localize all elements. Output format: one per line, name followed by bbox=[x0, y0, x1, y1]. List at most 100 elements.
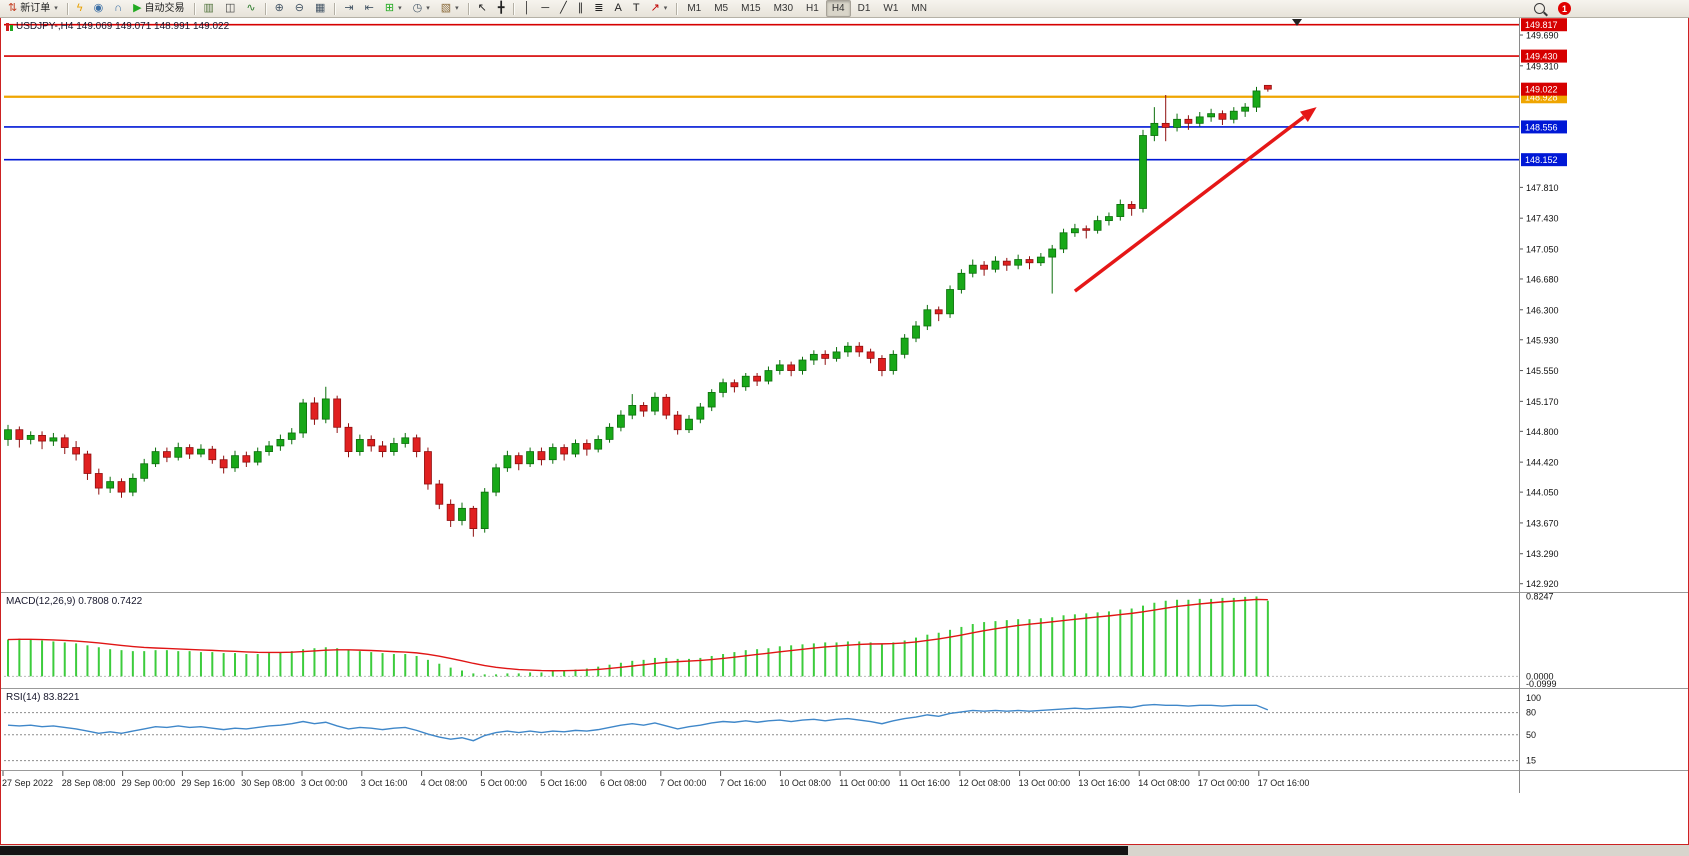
candle-body bbox=[94, 473, 103, 489]
candle-body bbox=[1116, 204, 1125, 217]
candle-body bbox=[310, 402, 319, 420]
price-axis-label: 149.310 bbox=[1526, 61, 1559, 71]
candle-body bbox=[458, 507, 466, 521]
tile-windows-button[interactable]: ▦ bbox=[310, 0, 330, 17]
tf-m1-button[interactable]: M1 bbox=[681, 0, 707, 17]
candle-body bbox=[730, 382, 739, 388]
candle-body bbox=[900, 337, 909, 355]
price-axis-label: 142.920 bbox=[1526, 579, 1559, 589]
candle-body bbox=[265, 445, 273, 452]
candle-body bbox=[401, 437, 410, 444]
candle-body bbox=[639, 405, 648, 412]
vertical-line-button[interactable]: │ bbox=[518, 0, 535, 17]
price-level-badge-text: 149.817 bbox=[1525, 20, 1558, 30]
tf-mn-button[interactable]: MN bbox=[905, 0, 933, 17]
candle-body bbox=[605, 426, 614, 440]
notification-badge[interactable]: 1 bbox=[1558, 2, 1571, 15]
price-axis-label: 145.550 bbox=[1526, 366, 1559, 376]
candle-body bbox=[707, 392, 716, 408]
profile-button[interactable]: ◉ bbox=[89, 0, 109, 17]
candle-body bbox=[685, 418, 693, 431]
arrows-button[interactable]: ↗ ▾ bbox=[646, 0, 673, 17]
tf-w1-button[interactable]: W1 bbox=[877, 0, 904, 17]
price-level-badge-text: 149.430 bbox=[1525, 52, 1558, 62]
tf-d1-button[interactable]: D1 bbox=[852, 0, 877, 17]
horizontal-scrollbar-thumb[interactable] bbox=[0, 846, 1128, 855]
search-button[interactable] bbox=[1529, 0, 1550, 17]
support-button[interactable]: ∩ bbox=[109, 0, 127, 17]
auto-scroll-button[interactable]: ⇥ bbox=[339, 0, 358, 17]
candle-body bbox=[333, 398, 342, 428]
candle-body bbox=[106, 481, 115, 489]
templates-button[interactable]: ▧ ▾ bbox=[436, 0, 464, 17]
chart-candles-button[interactable]: ◫ bbox=[220, 0, 240, 17]
text-button[interactable]: A bbox=[610, 0, 627, 17]
fibonacci-button[interactable]: ≣ bbox=[589, 0, 608, 17]
lightning-button[interactable]: ϟ bbox=[72, 0, 88, 17]
candle-body bbox=[809, 353, 818, 361]
text-icon: A bbox=[614, 2, 622, 14]
channel-button[interactable]: ∥ bbox=[573, 0, 589, 17]
candle-body bbox=[696, 406, 705, 420]
main-toolbar: ⇅ 新订单 ▾ ϟ ◉ ∩ ▶ 自动交易 ▥ ◫ ∿ ⊕ ⊖ ▦ ⇥ ⇤ ⊞ ▾ ◷ ▾ ▧ ▾ ↖ ╋ │ ─ ╱ ∥ ≣ A T ↗ ▾ M1… bbox=[0, 0, 1689, 18]
new-order-button[interactable]: ⇅ 新订单 ▾ bbox=[3, 0, 63, 17]
candle-body bbox=[1093, 220, 1102, 231]
rsi-axis-label: 80 bbox=[1526, 708, 1536, 718]
autotrading-button[interactable]: ▶ 自动交易 bbox=[128, 0, 189, 17]
candle-body bbox=[1173, 118, 1181, 128]
candle-body bbox=[60, 437, 69, 448]
rsi-axis-label: 15 bbox=[1526, 756, 1536, 766]
macd-axis-label: 0.8247 bbox=[1526, 591, 1554, 601]
label-button[interactable]: T bbox=[628, 0, 645, 17]
candle-body bbox=[287, 432, 296, 440]
crosshair-button[interactable]: ╋ bbox=[493, 0, 510, 17]
price-axis-label: 149.690 bbox=[1526, 31, 1559, 41]
current-price-badge-text: 149.022 bbox=[1525, 85, 1558, 95]
trend-arrow-head[interactable] bbox=[1299, 107, 1317, 123]
chart-shift-button[interactable]: ⇤ bbox=[360, 0, 379, 17]
tf-m15-button[interactable]: M15 bbox=[735, 0, 766, 17]
rsi-line bbox=[7, 703, 1269, 742]
candle-body bbox=[968, 264, 977, 274]
tf-h4-button[interactable]: H4 bbox=[825, 0, 851, 17]
tf-h1-button[interactable]: H1 bbox=[800, 0, 825, 17]
time-axis-label: 29 Sep 16:00 bbox=[181, 778, 235, 788]
price-axis-label: 147.050 bbox=[1526, 244, 1559, 254]
cursor-button[interactable]: ↖ bbox=[473, 0, 492, 17]
zoom-out-button[interactable]: ⊖ bbox=[290, 0, 309, 17]
tf-m5-button[interactable]: M5 bbox=[708, 0, 734, 17]
chart-bars-button[interactable]: ▥ bbox=[199, 0, 219, 17]
candle-body bbox=[83, 453, 92, 474]
candle-body bbox=[321, 398, 330, 420]
time-axis-label: 5 Oct 00:00 bbox=[480, 778, 527, 788]
candle-body bbox=[934, 309, 943, 315]
candle-body bbox=[480, 491, 489, 529]
price-axis-label: 146.680 bbox=[1526, 274, 1559, 284]
candle-body bbox=[253, 451, 262, 463]
tf-m30-button[interactable]: M30 bbox=[768, 0, 799, 17]
horizontal-scrollbar[interactable] bbox=[0, 845, 1689, 856]
trendline-button[interactable]: ╱ bbox=[555, 0, 572, 17]
time-axis-label: 11 Oct 16:00 bbox=[899, 778, 950, 788]
candle-body bbox=[469, 507, 478, 529]
candle-body bbox=[787, 364, 796, 371]
indicators-button[interactable]: ⊞ ▾ bbox=[380, 0, 407, 17]
auto-scroll-icon: ⇥ bbox=[344, 2, 354, 14]
zoom-in-button[interactable]: ⊕ bbox=[270, 0, 289, 17]
macd-axis-label: 0.0000 bbox=[1526, 671, 1554, 681]
time-axis-label: 3 Oct 00:00 bbox=[301, 778, 348, 788]
horizontal-line-button[interactable]: ─ bbox=[536, 0, 554, 17]
profile-icon: ◉ bbox=[93, 2, 104, 14]
candle-body bbox=[514, 455, 523, 465]
trend-arrow[interactable] bbox=[1073, 115, 1305, 293]
new-order-icon: ⇅ bbox=[8, 2, 18, 14]
time-axis-label: 5 Oct 16:00 bbox=[540, 778, 587, 788]
candle-body bbox=[832, 351, 841, 359]
candle-body bbox=[15, 429, 24, 440]
periods-button[interactable]: ◷ ▾ bbox=[408, 0, 435, 17]
candle-body bbox=[231, 455, 239, 469]
candle-body bbox=[946, 289, 954, 315]
chart-line-button[interactable]: ∿ bbox=[241, 0, 260, 17]
